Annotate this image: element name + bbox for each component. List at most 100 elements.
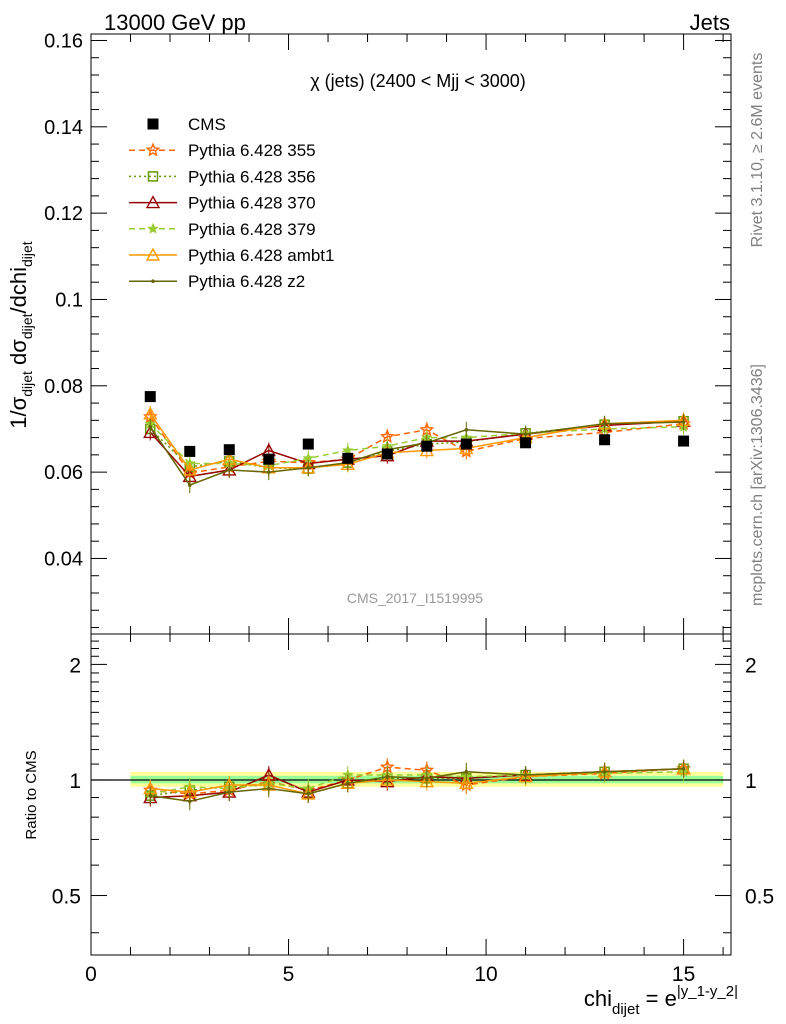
legend-label: Pythia 6.428 355 (188, 141, 316, 160)
legend-label: Pythia 6.428 379 (188, 220, 316, 239)
main-frame (90, 33, 732, 635)
legend-item: Pythia 6.428 379 (129, 220, 316, 239)
x-tick-label: 15 (672, 963, 695, 986)
ratio-y-tick-label: 2 (69, 654, 81, 677)
category-label: Jets (690, 10, 730, 35)
data-point (223, 444, 235, 456)
legend-marker (145, 142, 161, 157)
ratio-y-tick-label-right: 1 (745, 770, 757, 793)
data-point (523, 432, 528, 436)
data-point (421, 440, 433, 452)
y-tick-label: 0.1 (55, 289, 83, 311)
data-point (302, 438, 314, 450)
ratio-y-tick-label-right: 2 (745, 654, 757, 677)
ratio-y-tick-label: 0.5 (52, 886, 81, 909)
ratio-point (425, 776, 429, 781)
x-tick-label: 10 (474, 963, 497, 986)
ratio-point (602, 770, 607, 774)
x-axis-label: chidijet = e|y_1-y_2| (584, 983, 738, 1018)
legend-item: Pythia 6.428 ambt1 (129, 246, 334, 265)
y-tick-label: 0.08 (44, 376, 83, 398)
energy-label: 13000 GeV pp (104, 10, 246, 35)
data-point (520, 437, 532, 449)
data-point (266, 470, 271, 474)
legend-label: Pythia 6.428 356 (188, 167, 316, 186)
legend-item: CMS (147, 115, 226, 134)
legend-marker (147, 222, 159, 234)
series-6 (148, 414, 686, 494)
data-point (184, 445, 196, 457)
data-point (381, 448, 393, 460)
analysis-watermark: CMS_2017_I1519995 (347, 590, 483, 606)
series-line (149, 413, 684, 471)
ratio-point (681, 766, 686, 771)
svg-text:chidijet = e|y_1-y_2|: chidijet = e|y_1-y_2| (584, 983, 738, 1018)
ratio-point (345, 781, 350, 786)
svg-text:χ (jets) (2400 < Mjj < 3000): χ (jets) (2400 < Mjj < 3000) (310, 71, 526, 91)
data-point (227, 468, 232, 472)
ratio-point (523, 773, 528, 777)
series-line (149, 421, 684, 487)
main-plot: 0.04 0.06 0.08 0.1 0.12 0.14 0.16 (44, 30, 732, 635)
legend-item: Pythia 6.428 356 (129, 167, 316, 186)
data-point (341, 444, 354, 456)
ratio-point (266, 786, 271, 791)
data-point (182, 462, 197, 476)
ratio-series-5 (148, 759, 686, 811)
data-point (464, 428, 469, 432)
y-tick-label: 0.12 (44, 203, 83, 225)
data-point (342, 452, 354, 464)
chart-title: χ (jets) (2400 < Mjj < 3000) (310, 71, 526, 91)
x-tick-label: 0 (85, 963, 97, 986)
data-point (187, 483, 192, 487)
data-point (678, 435, 690, 447)
ratio-point (385, 774, 390, 779)
data-point (681, 420, 686, 424)
series-line (149, 423, 684, 467)
legend-label: Pythia 6.428 ambt1 (188, 246, 334, 265)
ratio-y-axis-label: Ratio to CMS (23, 750, 40, 839)
data-point (599, 434, 611, 446)
y-tick-label: 0.16 (44, 30, 83, 52)
ratio-line (150, 766, 684, 795)
ratio-point (306, 792, 311, 796)
legend-item: Pythia 6.428 355 (129, 141, 316, 160)
ratio-point (459, 775, 474, 790)
ratio-point (464, 770, 469, 774)
ratio-point (227, 790, 232, 794)
legend-label: Pythia 6.428 370 (188, 194, 316, 213)
legend-label: Pythia 6.428 z2 (188, 272, 305, 291)
main-y-axis-label: 1/σdijet dσdijet/dchidijet (6, 241, 35, 429)
ratio-y-tick-label-right: 0.5 (745, 886, 774, 909)
ratio-line (150, 767, 684, 795)
ratio-y-tick-label: 1 (69, 770, 81, 793)
y-tick-label: 0.14 (44, 117, 83, 139)
data-point (602, 421, 607, 426)
data-point (263, 453, 275, 465)
data-point (148, 425, 153, 429)
ratio-line (150, 767, 684, 803)
legend-marker (145, 247, 161, 261)
legend: CMS Pythia 6.428 355 Pythia 6.428 356 Pythi… (129, 115, 334, 291)
legend-marker (145, 195, 161, 209)
ratio-point (148, 793, 153, 798)
data-point (144, 391, 156, 403)
y-tick-label: 0.04 (44, 548, 83, 570)
ratio-frame (90, 633, 732, 956)
data-point (460, 438, 472, 450)
mcplots-label: mcplots.cern.ch [arXiv:1306.3436] (749, 364, 766, 606)
legend-marker (151, 279, 155, 284)
svg-text:1/σdijet dσdijet/dchidijet: 1/σdijet dσdijet/dchidijet (6, 241, 35, 429)
y-tick-label: 0.06 (44, 462, 83, 484)
legend-marker (147, 118, 159, 130)
series-cms (144, 391, 690, 465)
legend-item: Pythia 6.428 z2 (129, 272, 305, 291)
legend-marker (147, 171, 159, 182)
ratio-plot: 0.5 0.5 1 1 2 2 0 5 10 15 (52, 633, 774, 986)
data-point (306, 466, 311, 470)
legend-item: Pythia 6.428 370 (129, 194, 316, 213)
ratio-point (187, 799, 192, 804)
rivet-label: Rivet 3.1.10, ≥ 2.6M events (749, 53, 766, 248)
legend-label: CMS (188, 115, 226, 134)
